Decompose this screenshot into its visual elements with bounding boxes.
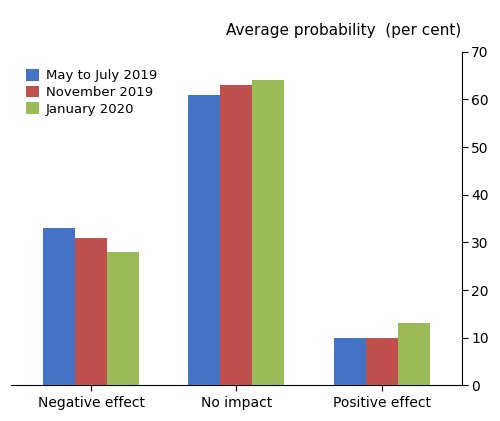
Bar bbox=[220, 85, 252, 386]
Bar bbox=[75, 238, 107, 386]
Bar bbox=[366, 338, 398, 386]
Text: Average probability  (per cent): Average probability (per cent) bbox=[226, 23, 462, 38]
Bar bbox=[107, 252, 139, 386]
Bar bbox=[334, 338, 366, 386]
Legend: May to July 2019, November 2019, January 2020: May to July 2019, November 2019, January… bbox=[22, 65, 161, 120]
Bar bbox=[252, 80, 284, 386]
Bar bbox=[43, 228, 75, 386]
Bar bbox=[398, 323, 430, 386]
Bar bbox=[188, 95, 220, 386]
